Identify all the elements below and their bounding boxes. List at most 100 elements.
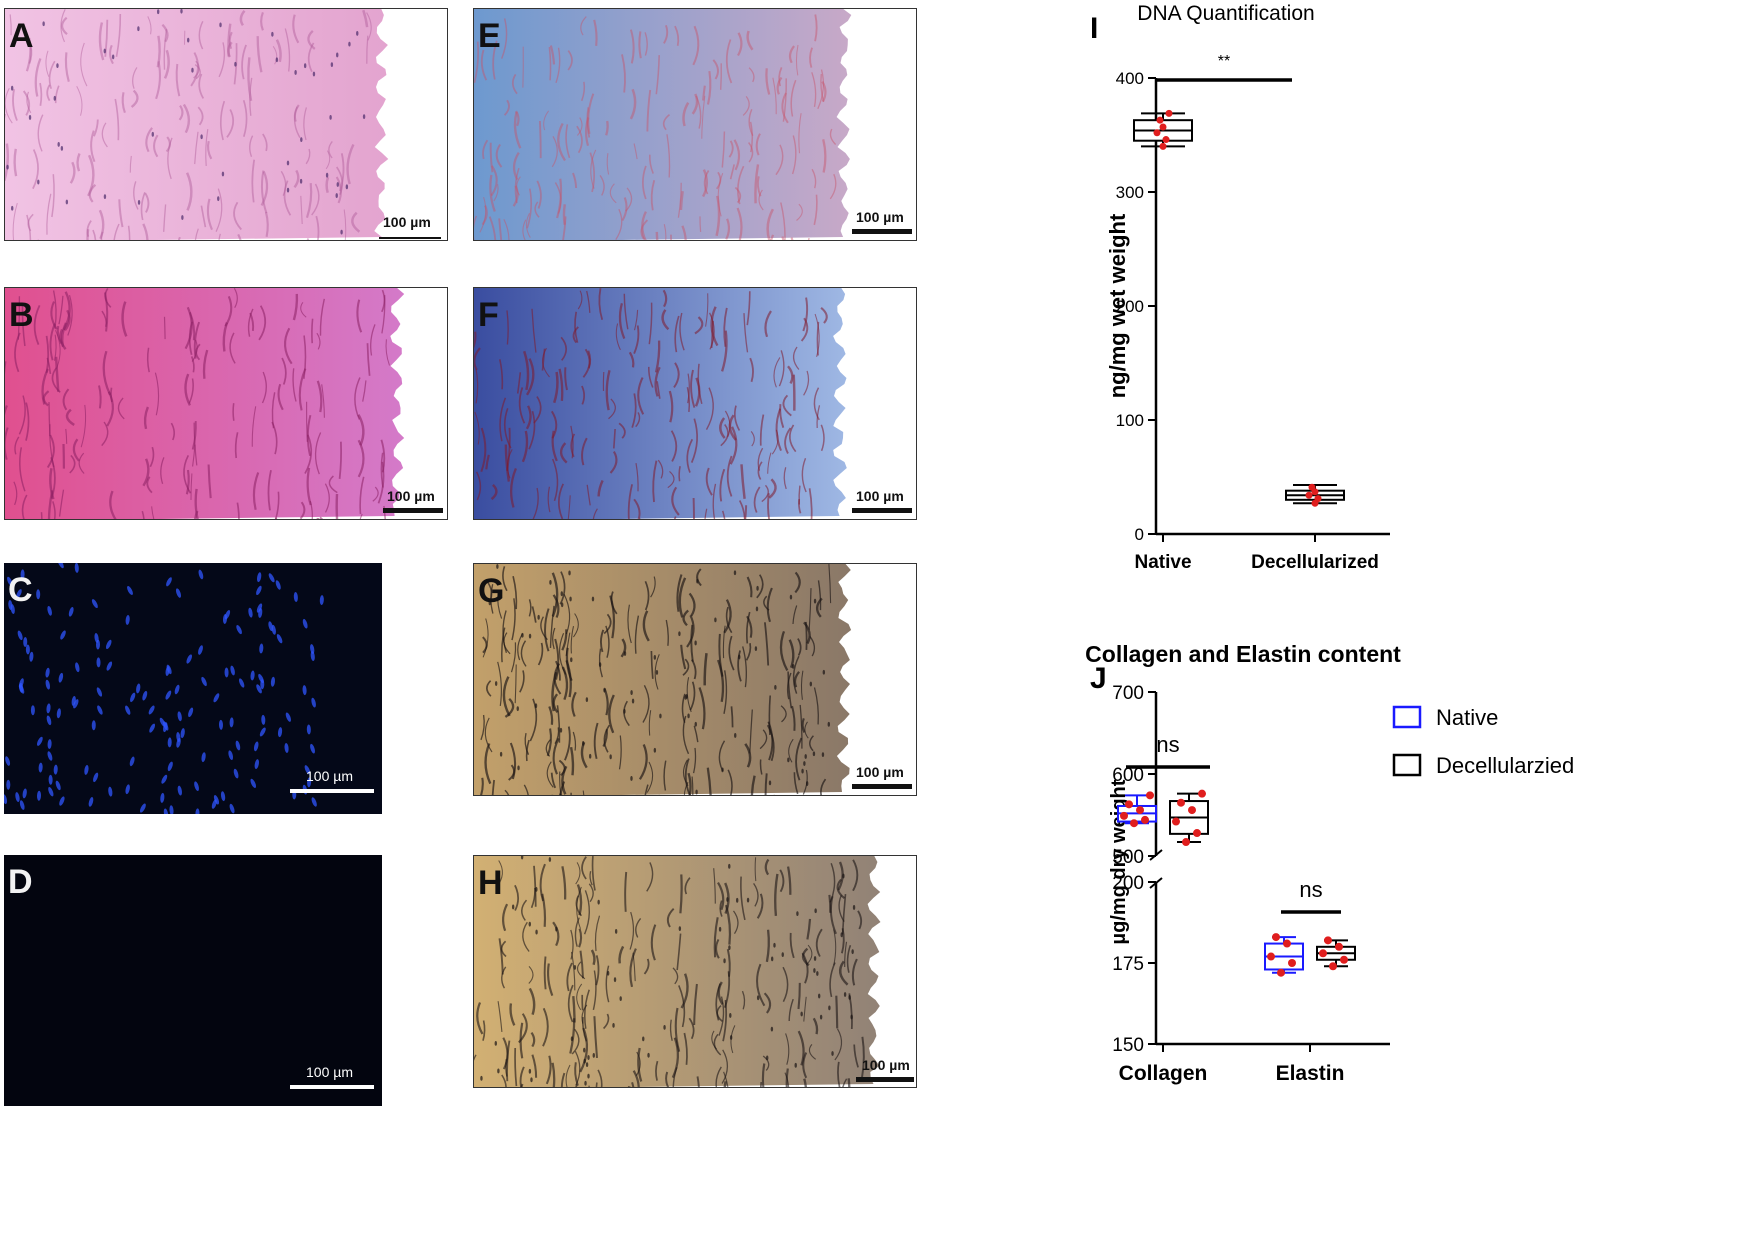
figure-label-j: J: [1090, 662, 1107, 695]
significance-label: ns: [1156, 732, 1179, 757]
scale-bar-label: 100 µm: [856, 764, 904, 780]
micrograph-image: [4, 563, 382, 814]
data-point: [1159, 142, 1167, 150]
micrograph-image: [4, 855, 382, 1106]
micrograph-image: [5, 288, 447, 519]
micrograph-panel-c: C 100 µm: [4, 563, 382, 814]
data-point: [1165, 109, 1173, 117]
y-tick-label: 100: [1116, 411, 1144, 430]
scale-bar: 100 µm: [852, 759, 912, 789]
data-point: [1340, 955, 1348, 964]
x-tick-label: Collagen: [1119, 1062, 1208, 1085]
data-point: [1188, 806, 1196, 815]
micrograph-panel-h: H 100 µm: [473, 855, 917, 1088]
micrograph-image: [474, 564, 916, 795]
data-point: [1162, 136, 1170, 144]
panel-label: F: [478, 296, 499, 334]
data-point: [1172, 817, 1180, 826]
dna-quantification-chart: DNA Quantification 0 100 200 300 400 Native Dec…: [1105, 2, 1390, 573]
data-point: [1136, 806, 1144, 815]
panel-label: H: [478, 864, 503, 902]
panel-label: E: [478, 17, 501, 55]
significance-label: ns: [1299, 877, 1322, 902]
scale-bar-label: 100 µm: [383, 214, 431, 230]
scale-bar: 100 µm: [379, 209, 441, 239]
scale-bar-label: 100 µm: [856, 209, 904, 225]
y-tick-label: 200: [1112, 873, 1144, 894]
scale-bar-label: 100 µm: [306, 1064, 353, 1080]
scale-bar: 100 µm: [852, 204, 912, 234]
legend-swatch: [1392, 705, 1422, 729]
scale-bar-label: 100 µm: [387, 488, 435, 504]
data-point: [1141, 815, 1149, 824]
x-tick-label: Decellularized: [1251, 552, 1379, 573]
y-tick-label: 150: [1112, 1035, 1144, 1056]
chart-title: Collagen and Elastin content: [1085, 641, 1401, 667]
chart-title: DNA Quantification: [1137, 2, 1314, 25]
scale-bar: 100 µm: [852, 483, 912, 513]
data-point: [1159, 123, 1167, 131]
micrograph-panel-f: F 100 µm: [473, 287, 917, 520]
x-tick-label: Elastin: [1276, 1062, 1345, 1085]
y-tick-label: 200: [1116, 297, 1144, 316]
data-point: [1177, 798, 1185, 807]
scale-bar: 100 µm: [290, 1059, 374, 1089]
micrograph-image: [474, 9, 916, 240]
y-tick-label: 175: [1112, 954, 1144, 975]
data-point: [1319, 949, 1327, 958]
y-tick-label: 0: [1135, 525, 1144, 544]
data-point: [1329, 962, 1337, 971]
significance-label: **: [1218, 53, 1230, 70]
micrograph-panel-e: E 100 µm: [473, 8, 917, 241]
scale-bar-label: 100 µm: [856, 488, 904, 504]
data-point: [1277, 968, 1285, 977]
collagen-elastin-chart: Collagen and Elastin content 500 600 700 150…: [1085, 641, 1574, 1085]
panel-label: G: [478, 572, 505, 610]
y-tick-label: 300: [1116, 183, 1144, 202]
data-point: [1120, 811, 1128, 820]
data-point: [1193, 829, 1201, 838]
data-point: [1305, 491, 1313, 499]
micrograph-image: [474, 856, 916, 1087]
legend-label: Decellularzied: [1436, 753, 1574, 778]
y-tick-label: 500: [1112, 847, 1144, 868]
micrograph-panel-a: A 100 µm: [4, 8, 448, 241]
panel-label: B: [9, 296, 34, 334]
y-tick-label: 400: [1116, 69, 1144, 88]
scale-bar: 100 µm: [383, 483, 443, 513]
figure-label-i: I: [1090, 12, 1099, 45]
data-point: [1288, 959, 1296, 967]
data-point: [1314, 495, 1322, 503]
panel-label: A: [9, 17, 34, 55]
scale-bar: 100 µm: [290, 763, 374, 793]
scale-bar-label: 100 µm: [306, 768, 353, 784]
data-point: [1272, 933, 1280, 942]
scale-bar: 100 µm: [856, 1052, 914, 1082]
legend-label: Native: [1436, 705, 1498, 730]
y-tick-label: 600: [1112, 765, 1144, 786]
panel-label: D: [8, 863, 33, 901]
data-point: [1198, 789, 1206, 798]
data-point: [1283, 939, 1291, 948]
data-point: [1130, 819, 1138, 828]
data-point: [1308, 483, 1316, 491]
data-point: [1153, 129, 1161, 137]
scale-bar-label: 100 µm: [862, 1057, 910, 1073]
y-tick-label: 700: [1112, 683, 1144, 704]
micrograph-panel-d: D 100 µm: [4, 855, 382, 1106]
data-point: [1267, 952, 1275, 961]
micrograph-panel-b: B 100 µm: [4, 287, 448, 520]
data-point: [1125, 800, 1133, 809]
data-point: [1156, 116, 1164, 124]
data-point: [1182, 838, 1190, 847]
legend-swatch: [1392, 753, 1422, 777]
panel-label: C: [8, 571, 33, 609]
data-point: [1335, 942, 1343, 951]
data-point: [1324, 936, 1332, 945]
micrograph-panel-g: G 100 µm: [473, 563, 917, 796]
data-point: [1146, 791, 1154, 800]
micrograph-image: [5, 9, 447, 240]
micrograph-image: [474, 288, 916, 519]
y-axis-label: ng/mg wet weight: [1105, 213, 1130, 398]
x-tick-label: Native: [1134, 552, 1191, 573]
